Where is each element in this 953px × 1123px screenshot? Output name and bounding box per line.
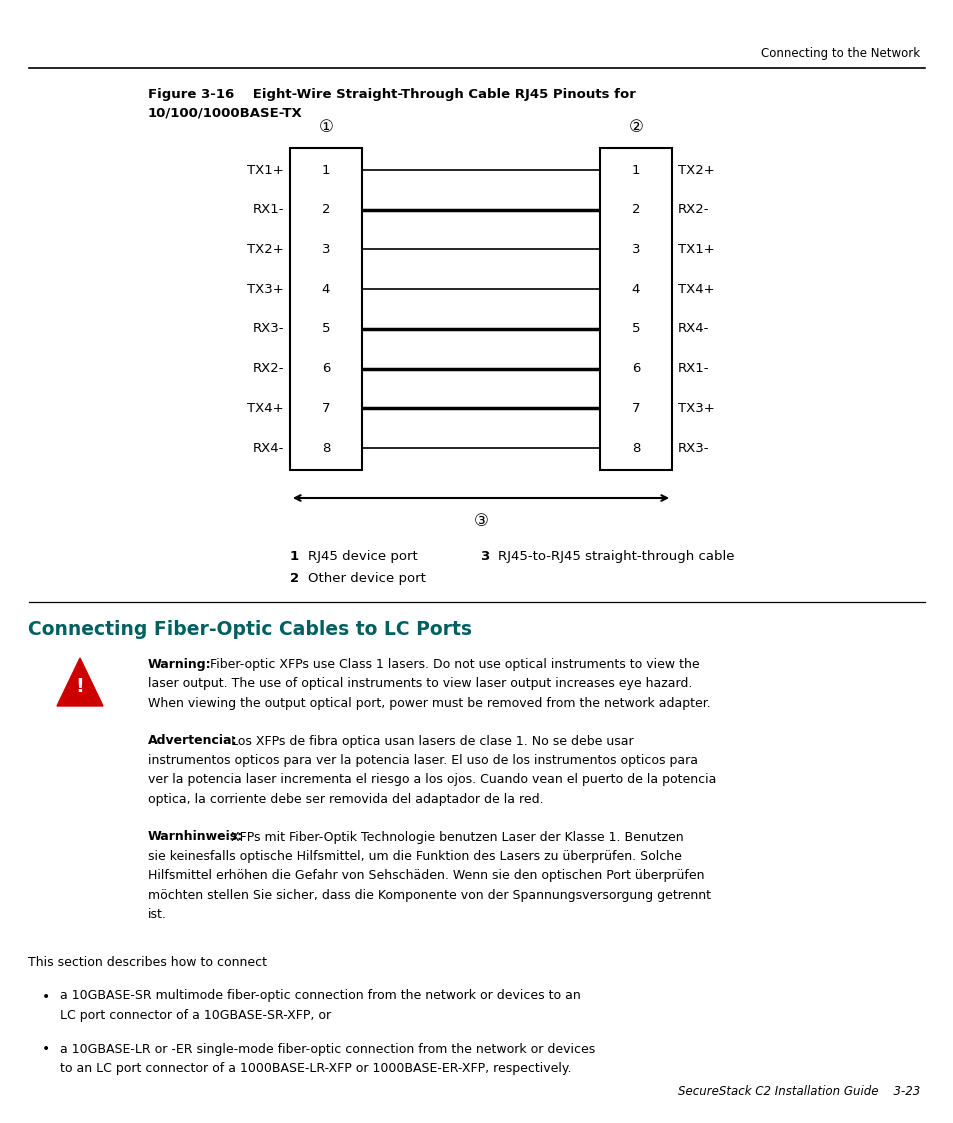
Text: a 10GBASE-SR multimode fiber-optic connection from the network or devices to an: a 10GBASE-SR multimode fiber-optic conne…	[60, 989, 580, 1003]
Text: 8: 8	[321, 441, 330, 455]
Text: 7: 7	[321, 402, 330, 414]
Text: Connecting to the Network: Connecting to the Network	[760, 47, 919, 60]
Text: TX2+: TX2+	[247, 243, 284, 256]
Text: 2: 2	[631, 203, 639, 217]
Text: RX4-: RX4-	[253, 441, 284, 455]
Text: 4: 4	[631, 283, 639, 295]
Text: Hilfsmittel erhöhen die Gefahr von Sehschäden. Wenn sie den optischen Port überp: Hilfsmittel erhöhen die Gefahr von Sehsc…	[148, 869, 703, 883]
Text: Figure 3-16    Eight-Wire Straight-Through Cable RJ45 Pinouts for: Figure 3-16 Eight-Wire Straight-Through …	[148, 88, 636, 101]
Text: •: •	[42, 989, 51, 1004]
Text: 6: 6	[321, 362, 330, 375]
Text: 1: 1	[631, 164, 639, 176]
Text: instrumentos opticos para ver la potencia laser. El uso de los instrumentos opti: instrumentos opticos para ver la potenci…	[148, 754, 698, 767]
Text: RX4-: RX4-	[678, 322, 709, 336]
Text: XFPs mit Fiber-Optik Technologie benutzen Laser der Klasse 1. Benutzen: XFPs mit Fiber-Optik Technologie benutze…	[231, 831, 683, 843]
Text: to an LC port connector of a 1000BASE-LR-XFP or 1000BASE-ER-XFP, respectively.: to an LC port connector of a 1000BASE-LR…	[60, 1062, 571, 1075]
Text: RX2-: RX2-	[253, 362, 284, 375]
Bar	[290, 148, 361, 471]
Text: 3: 3	[631, 243, 639, 256]
Text: 10/100/1000BASE-TX: 10/100/1000BASE-TX	[148, 107, 302, 120]
Text: ist.: ist.	[148, 909, 167, 922]
Text: RX3-: RX3-	[253, 322, 284, 336]
Text: Other device port: Other device port	[308, 572, 425, 585]
Text: RJ45 device port: RJ45 device port	[308, 550, 417, 563]
Text: 3: 3	[479, 550, 489, 563]
Text: RX1-: RX1-	[253, 203, 284, 217]
Text: RX2-: RX2-	[678, 203, 709, 217]
Text: When viewing the output optical port, power must be removed from the network ada: When viewing the output optical port, po…	[148, 697, 710, 710]
Text: RJ45-to-RJ45 straight-through cable: RJ45-to-RJ45 straight-through cable	[497, 550, 734, 563]
Text: 5: 5	[631, 322, 639, 336]
Text: TX1+: TX1+	[678, 243, 714, 256]
Text: Warnhinweis:: Warnhinweis:	[148, 831, 243, 843]
Text: 1: 1	[290, 550, 299, 563]
Text: 6: 6	[631, 362, 639, 375]
Text: 3: 3	[321, 243, 330, 256]
Text: TX3+: TX3+	[678, 402, 714, 414]
Text: 1: 1	[321, 164, 330, 176]
Text: sie keinesfalls optische Hilfsmittel, um die Funktion des Lasers zu überprüfen. : sie keinesfalls optische Hilfsmittel, um…	[148, 850, 681, 862]
Text: TX2+: TX2+	[678, 164, 714, 176]
Text: Fiber-optic XFPs use Class 1 lasers. Do not use optical instruments to view the: Fiber-optic XFPs use Class 1 lasers. Do …	[210, 658, 699, 672]
Text: Los XFPs de fibra optica usan lasers de clase 1. No se debe usar: Los XFPs de fibra optica usan lasers de …	[231, 734, 633, 748]
Text: Connecting Fiber-Optic Cables to LC Ports: Connecting Fiber-Optic Cables to LC Port…	[28, 620, 472, 639]
Text: ②: ②	[628, 118, 642, 136]
Text: Advertencia:: Advertencia:	[148, 734, 237, 748]
Text: This section describes how to connect: This section describes how to connect	[28, 956, 267, 969]
Text: ver la potencia laser incrementa el riesgo a los ojos. Cuando vean el puerto de : ver la potencia laser incrementa el ries…	[148, 774, 716, 786]
Text: TX3+: TX3+	[247, 283, 284, 295]
Text: möchten stellen Sie sicher, dass die Komponente von der Spannungsversorgung getr: möchten stellen Sie sicher, dass die Kom…	[148, 889, 710, 902]
Text: •: •	[42, 1042, 51, 1057]
Text: 2: 2	[321, 203, 330, 217]
Text: LC port connector of a 10GBASE-SR-XFP, or: LC port connector of a 10GBASE-SR-XFP, o…	[60, 1008, 331, 1022]
Text: 4: 4	[321, 283, 330, 295]
Polygon shape	[57, 658, 103, 706]
Text: ③: ③	[473, 512, 488, 530]
Text: laser output. The use of optical instruments to view laser output increases eye : laser output. The use of optical instrum…	[148, 677, 692, 691]
Text: ①: ①	[318, 118, 334, 136]
Text: SecureStack C2 Installation Guide    3-23: SecureStack C2 Installation Guide 3-23	[677, 1085, 919, 1098]
Text: !: !	[75, 677, 85, 696]
Text: 7: 7	[631, 402, 639, 414]
Text: 8: 8	[631, 441, 639, 455]
Text: 5: 5	[321, 322, 330, 336]
Text: RX1-: RX1-	[678, 362, 709, 375]
Text: TX4+: TX4+	[678, 283, 714, 295]
Text: TX4+: TX4+	[247, 402, 284, 414]
Text: TX1+: TX1+	[247, 164, 284, 176]
Text: optica, la corriente debe ser removida del adaptador de la red.: optica, la corriente debe ser removida d…	[148, 793, 543, 806]
Text: a 10GBASE-LR or -ER single-mode fiber-optic connection from the network or devic: a 10GBASE-LR or -ER single-mode fiber-op…	[60, 1042, 595, 1056]
Text: 2: 2	[290, 572, 299, 585]
Text: Warning:: Warning:	[148, 658, 212, 672]
Bar	[599, 148, 671, 471]
Text: RX3-: RX3-	[678, 441, 709, 455]
